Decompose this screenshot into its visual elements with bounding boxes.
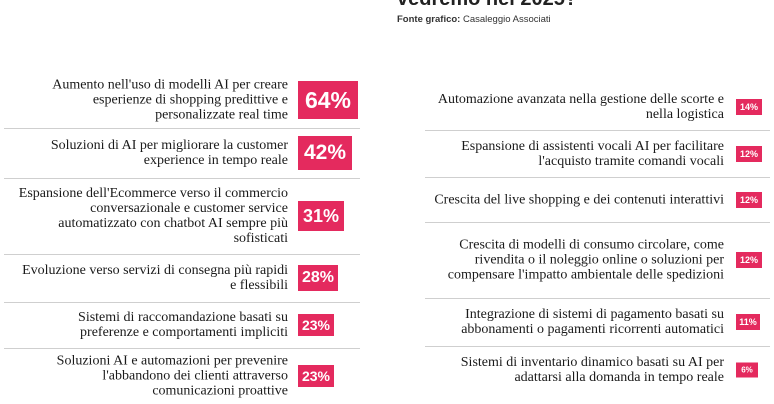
percent-badge: 12% (736, 145, 762, 162)
row-divider (4, 128, 360, 129)
row-divider (425, 346, 770, 347)
row-divider (425, 130, 770, 131)
row-label: Sistemi di raccomandazione basati su pre… (78, 310, 288, 340)
chart-row: Espansione di assistenti vocali AI per f… (390, 130, 774, 177)
percent-badge: 12% (736, 191, 762, 208)
row-label: Crescita del live shopping e dei contenu… (434, 192, 724, 207)
chart-row: Automazione avanzata nella gestione dell… (390, 84, 774, 130)
row-divider (4, 348, 360, 349)
percent-badge: 6% (736, 362, 758, 378)
row-divider (425, 222, 770, 223)
chart-row: Crescita di modelli di consumo circolare… (390, 222, 774, 298)
row-divider (4, 178, 360, 179)
row-label: Automazione avanzata nella gestione dell… (437, 92, 724, 122)
row-label: Aumento nell'uso di modelli AI per crear… (52, 77, 288, 123)
percent-badge: 64% (298, 81, 358, 119)
row-divider (4, 254, 360, 255)
source-value: Casaleggio Associati (462, 14, 551, 25)
row-label: Espansione di assistenti vocali AI per f… (461, 138, 724, 169)
source-note: Fonte grafico: Casaleggio Associati (397, 14, 551, 25)
percent-badge: 42% (298, 136, 352, 170)
percent-badge: 14% (736, 99, 762, 115)
row-label: Crescita di modelli di consumo circolare… (447, 237, 724, 283)
left-column: Aumento nell'uso di modelli AI per crear… (0, 0, 390, 400)
percent-badge: 23% (298, 365, 334, 387)
percent-badge: 31% (298, 201, 344, 231)
percent-badge: 28% (298, 265, 338, 291)
chart-row: Sistemi di raccomandazione basati su pre… (0, 302, 390, 348)
chart-heading: vedremo nel 2025? (397, 0, 577, 11)
row-divider (425, 298, 770, 299)
chart-row: Integrazione di sistemi di pagamento bas… (390, 298, 774, 346)
chart-row: Crescita del live shopping e dei contenu… (390, 177, 774, 222)
row-label: Soluzioni AI e automazioni per prevenire… (56, 353, 288, 399)
percent-badge: 11% (736, 314, 760, 330)
row-divider (425, 177, 770, 178)
row-divider (4, 302, 360, 303)
right-column: Automazione avanzata nella gestione dell… (390, 0, 774, 400)
row-label: Espansione dell'Ecommerce verso il comme… (18, 186, 288, 246)
chart-row: Sistemi di inventario dinamico basati su… (390, 346, 774, 394)
row-label: Sistemi di inventario dinamico basati su… (460, 355, 724, 385)
chart-row: Soluzioni AI e automazioni per prevenire… (0, 348, 390, 404)
chart-row: Aumento nell'uso di modelli AI per crear… (0, 72, 390, 128)
chart-row: Evoluzione verso servizi di consegna più… (0, 254, 390, 302)
chart-row: Espansione dell'Ecommerce verso il comme… (0, 178, 390, 254)
row-label: Evoluzione verso servizi di consegna più… (22, 263, 288, 293)
percent-badge: 23% (298, 314, 334, 336)
row-label: Soluzioni di AI per migliorare la custom… (50, 138, 288, 168)
source-label: Fonte grafico: (397, 14, 461, 25)
row-label: Integrazione di sistemi di pagamento bas… (461, 307, 724, 337)
percent-badge: 12% (736, 252, 762, 268)
chart-row: Soluzioni di AI per migliorare la custom… (0, 128, 390, 178)
